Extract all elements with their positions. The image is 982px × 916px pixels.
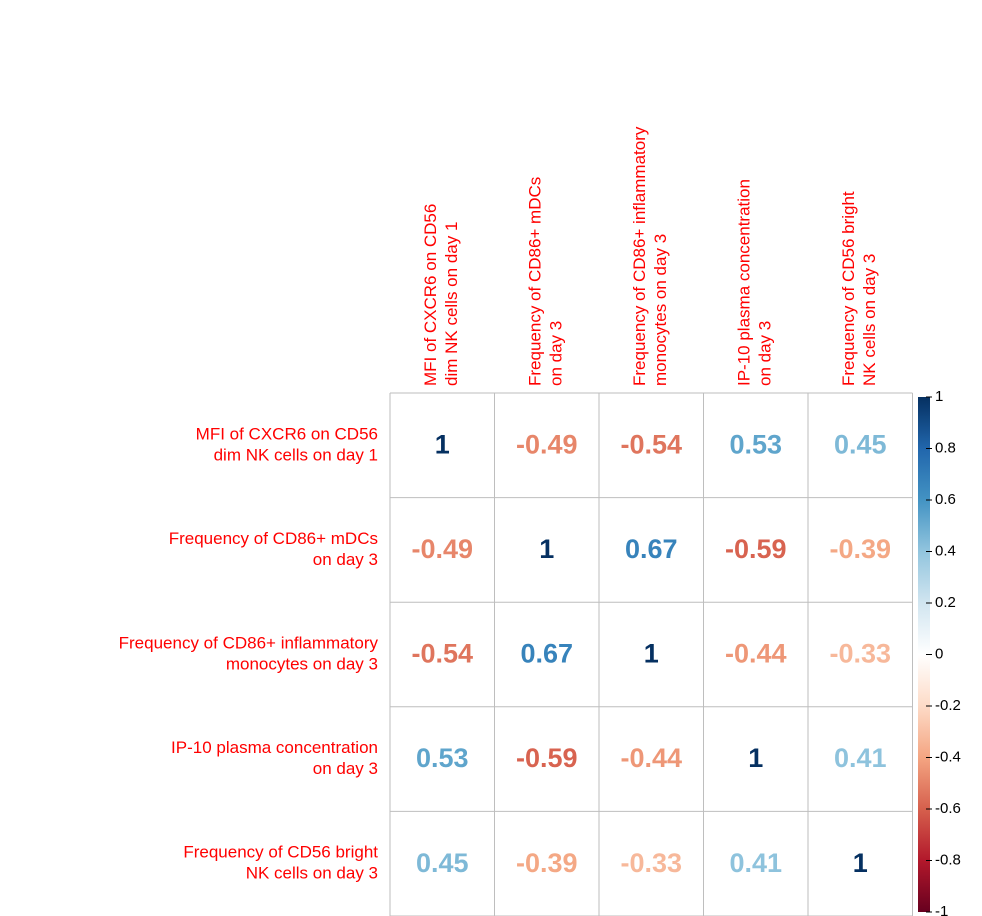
column-label: Frequency of CD56 bright xyxy=(839,191,858,386)
cell-value: 0.41 xyxy=(834,743,887,773)
column-label: monocytes on day 3 xyxy=(651,234,670,386)
cell-value: -0.49 xyxy=(411,534,473,564)
column-label: IP-10 plasma concentration xyxy=(735,179,754,386)
column-label: on day 3 xyxy=(756,321,775,386)
row-label: IP-10 plasma concentration xyxy=(171,738,378,757)
colorbar-tick-label: -0.8 xyxy=(935,851,961,868)
cell-value: -0.59 xyxy=(516,743,578,773)
column-label: NK cells on day 3 xyxy=(860,254,879,386)
row-label: on day 3 xyxy=(313,550,378,569)
colorbar-tick-label: 0.2 xyxy=(935,594,956,611)
row-label: Frequency of CD86+ inflammatory xyxy=(119,633,379,652)
colorbar-tick-label: 0.8 xyxy=(935,439,956,456)
colorbar-tick-label: 0.4 xyxy=(935,542,956,559)
row-label: MFI of CXCR6 on CD56 xyxy=(196,424,378,443)
cell-value: 0.53 xyxy=(729,429,782,459)
cell-value: -0.39 xyxy=(516,848,578,878)
cell-value: 0.53 xyxy=(416,743,469,773)
cell-value: 0.45 xyxy=(416,848,469,878)
cell-value: 1 xyxy=(539,534,554,564)
row-label: Frequency of CD86+ mDCs xyxy=(169,529,378,548)
cell-value: -0.44 xyxy=(725,639,787,669)
column-label: Frequency of CD86+ mDCs xyxy=(526,177,545,386)
cell-value: 1 xyxy=(644,639,659,669)
cell-value: 1 xyxy=(853,848,868,878)
cell-value: 1 xyxy=(435,429,450,459)
row-label: monocytes on day 3 xyxy=(226,654,378,673)
cell-value: 1 xyxy=(748,743,763,773)
row-label: Frequency of CD56 bright xyxy=(183,843,378,862)
cell-value: 0.67 xyxy=(520,639,573,669)
column-label: on day 3 xyxy=(547,321,566,386)
cell-value: -0.54 xyxy=(411,639,473,669)
colorbar-tick-label: 0 xyxy=(935,645,943,662)
colorbar-tick-label: -0.4 xyxy=(935,748,961,765)
row-label: dim NK cells on day 1 xyxy=(214,445,378,464)
cell-value: 0.41 xyxy=(729,848,782,878)
column-label: dim NK cells on day 1 xyxy=(442,222,461,386)
colorbar-tick-label: -0.6 xyxy=(935,800,961,817)
cell-value: -0.44 xyxy=(620,743,682,773)
column-label: Frequency of CD86+ inflammatory xyxy=(630,126,649,386)
cell-value: -0.33 xyxy=(620,848,682,878)
colorbar xyxy=(918,397,930,912)
cell-value: -0.33 xyxy=(829,639,891,669)
cell-value: -0.59 xyxy=(725,534,787,564)
column-label: MFI of CXCR6 on CD56 xyxy=(421,204,440,386)
colorbar-tick-label: -1 xyxy=(935,903,948,916)
cell-value: 0.67 xyxy=(625,534,678,564)
colorbar-tick-label: 0.6 xyxy=(935,491,956,508)
cell-value: -0.49 xyxy=(516,429,578,459)
cell-value: 0.45 xyxy=(834,429,887,459)
colorbar-tick-label: -0.2 xyxy=(935,697,961,714)
cell-value: -0.39 xyxy=(829,534,891,564)
colorbar-tick-label: 1 xyxy=(935,388,943,405)
cell-value: -0.54 xyxy=(620,429,682,459)
row-label: NK cells on day 3 xyxy=(246,864,378,883)
row-label: on day 3 xyxy=(313,759,378,778)
